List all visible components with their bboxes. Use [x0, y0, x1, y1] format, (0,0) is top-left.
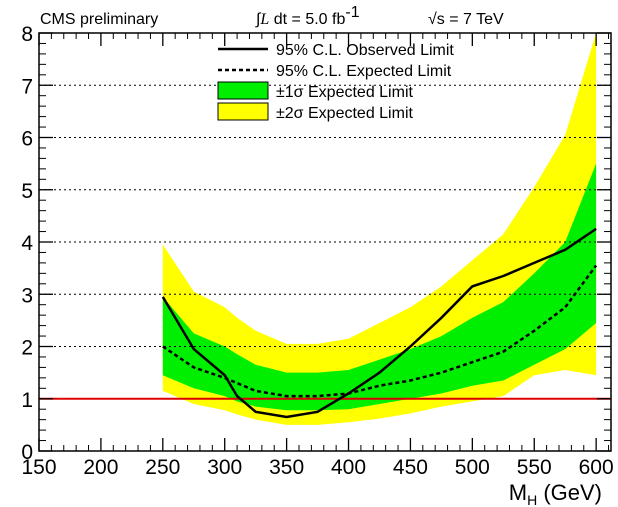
axis-ticks-layer [38, 32, 611, 452]
legend-expected-label: 95% C.L. Expected Limit [276, 63, 452, 80]
y-tick-label: 2 [21, 337, 33, 360]
legend-2sigma-swatch [217, 102, 269, 121]
header-luminosity: ∫L dt = 5.0 fb-1 [255, 4, 360, 28]
x-axis-title: MH (GeV) [509, 480, 602, 507]
x-axis-title-main: M [509, 480, 527, 505]
y-tick-label: 1 [21, 389, 33, 412]
x-tick-label: 300 [207, 456, 242, 479]
observed-limit-line [161, 227, 597, 419]
limit-lines-layer [161, 227, 598, 419]
legend-1sigma-label: ±1σ Expected Limit [276, 84, 413, 101]
legend-1sigma-swatch [217, 81, 269, 100]
x-axis-title-unit: (GeV) [537, 480, 602, 505]
x-tick-label: 450 [393, 456, 428, 479]
x-tick-label: 150 [21, 456, 56, 479]
energy-text: s = 7 TeV [437, 11, 504, 28]
expected-limit-line [162, 264, 598, 398]
lumi-exponent: -1 [345, 4, 359, 21]
band-1sigma-layer [162, 163, 597, 411]
header-cms-label: CMS preliminary [40, 11, 158, 28]
x-tick-label: 250 [145, 456, 180, 479]
integral-symbol: ∫ [255, 11, 262, 28]
header-energy: √s = 7 TeV [428, 11, 504, 28]
y-tick-label: 8 [21, 23, 33, 46]
x-tick-label: 200 [83, 456, 118, 479]
x-tick-label: 600 [579, 456, 614, 479]
x-axis-title-sub: H [527, 492, 537, 507]
y-tick-label: 4 [21, 232, 33, 255]
lumi-text: dt = 5.0 fb [269, 11, 345, 28]
band-1sigma [162, 163, 597, 411]
legend-observed-label: 95% C.L. Observed Limit [276, 42, 454, 59]
sqrt-symbol: √ [428, 11, 437, 28]
tick-labels-layer: 150 200 250 300 350 400 450 500 550 600 0 1 2 3 4 5 6 7 8 [21, 23, 613, 479]
legend-2sigma-label: ±2σ Expected Limit [276, 105, 413, 122]
y-tick-label: 7 [21, 75, 33, 98]
x-tick-label: 400 [331, 456, 366, 479]
x-tick-label: 350 [269, 456, 304, 479]
lumi-L: L [259, 11, 269, 28]
y-tick-label: 0 [21, 441, 33, 464]
y-tick-label: 5 [21, 180, 33, 203]
y-tick-label: 6 [21, 128, 33, 151]
legend: 95% C.L. Observed Limit 95% C.L. Expecte… [217, 42, 454, 122]
x-tick-label: 500 [455, 456, 490, 479]
y-tick-label: 3 [21, 284, 33, 307]
x-tick-label: 550 [517, 456, 552, 479]
